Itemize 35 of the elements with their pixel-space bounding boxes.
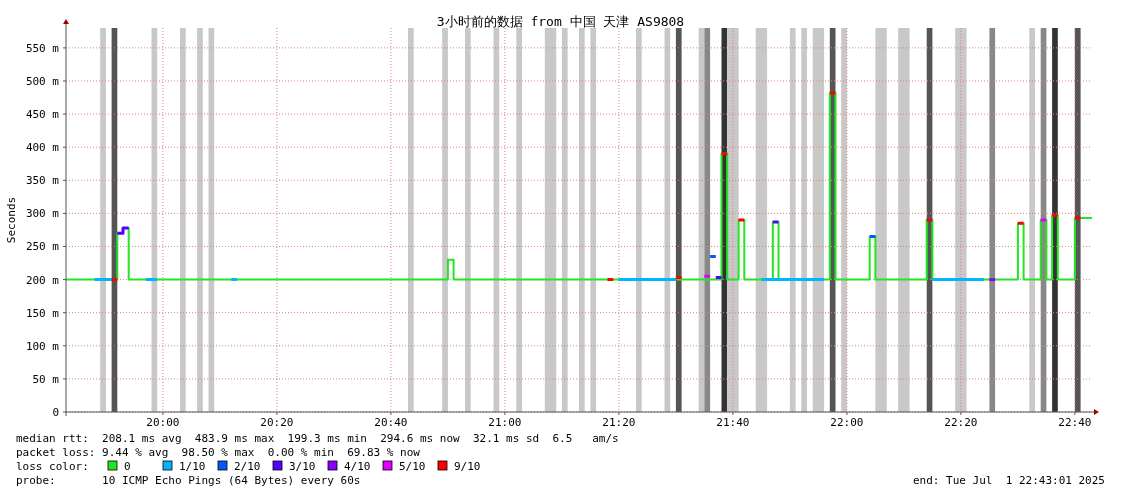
x-tick-label: 22:00 xyxy=(830,416,864,429)
x-tick-label: 20:40 xyxy=(374,416,408,429)
y-axis-title: Seconds xyxy=(5,196,18,244)
y-tick-label: 200 m xyxy=(25,273,60,287)
y-tick-label: 300 m xyxy=(25,207,60,221)
y-tick-label: 400 m xyxy=(25,141,60,155)
y-tick-label: 100 m xyxy=(25,339,60,353)
legend-label: 3/10 xyxy=(289,460,316,473)
legend-label: 4/10 xyxy=(344,460,371,473)
y-tick-label: 50 m xyxy=(32,372,60,386)
x-tick-label: 20:00 xyxy=(146,416,180,429)
text: probe: 10 ICMP Echo Pings (64 Bytes) every 60s xyxy=(16,474,361,487)
legend-label: 9/10 xyxy=(454,460,481,473)
y-tick-label: 500 m xyxy=(25,74,60,88)
legend-label: 5/10 xyxy=(399,460,426,473)
x-tick-label: 21:40 xyxy=(716,416,750,429)
y-tick-label: 450 m xyxy=(25,108,60,122)
chart-title: 3小时前的数据 from 中国 天津 AS9808 xyxy=(436,14,685,29)
legend-label: 0 xyxy=(124,460,131,473)
legend-label: 2/10 xyxy=(234,460,261,473)
x-tick-label: 21:20 xyxy=(602,416,636,429)
y-tick-label: 0 xyxy=(52,406,59,419)
x-tick-label: 20:20 xyxy=(260,416,294,429)
legend-title: loss color: xyxy=(16,460,89,473)
text: packet loss: 9.44 % avg 98.50 % max 0.00 % min 69.83 % now xyxy=(16,446,421,459)
y-tick-label: 350 m xyxy=(25,174,60,188)
x-tick-label: 22:20 xyxy=(944,416,978,429)
y-tick-label: 550 m xyxy=(25,41,60,55)
legend-label: 1/10 xyxy=(179,460,206,473)
x-tick-label: 21:00 xyxy=(488,416,522,429)
y-tick-label: 150 m xyxy=(25,306,60,320)
text: median rtt: 208.1 ms avg 483.9 ms max 199.3 ms min 294.6 ms now 32.1 ms sd 6.5 am/s xyxy=(16,432,619,445)
text: end: Tue Jul 1 22:43:01 2025 xyxy=(912,474,1105,487)
x-tick-label: 22:40 xyxy=(1058,416,1092,429)
y-tick-label: 250 m xyxy=(25,240,60,254)
